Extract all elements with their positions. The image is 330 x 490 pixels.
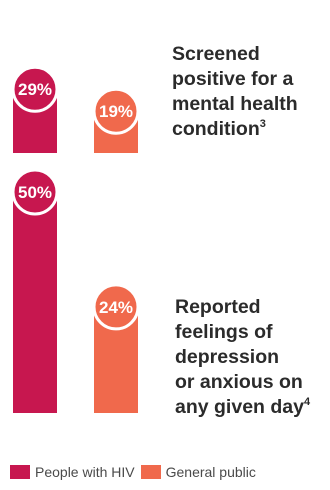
legend-label: General public xyxy=(165,464,256,480)
data-label: 50% xyxy=(18,183,52,202)
footnote-marker: 3 xyxy=(259,118,266,130)
description-line: Reported xyxy=(175,296,261,318)
description-line-text: condition xyxy=(172,118,260,140)
value-bubble xyxy=(11,65,59,113)
legend-item-people-with-hiv: People with HIV xyxy=(10,464,135,480)
data-label: 29% xyxy=(18,80,52,99)
description-line: mental health xyxy=(172,93,298,115)
data-label: 19% xyxy=(99,102,133,121)
description-line-last: condition3 xyxy=(172,117,298,142)
description-line-text: any given day xyxy=(175,396,304,418)
value-bubble xyxy=(11,168,59,216)
data-label: 24% xyxy=(99,298,133,317)
description-line: Screened xyxy=(172,43,260,65)
description-line: or anxious on xyxy=(175,371,303,393)
chart-2-description: Reported feelings of depression or anxio… xyxy=(175,295,310,420)
value-bubble xyxy=(92,283,140,331)
description-line: positive for a xyxy=(172,68,294,90)
description-line: feelings of xyxy=(175,321,273,343)
description-line-last: any given day4 xyxy=(175,395,310,420)
footnote-marker: 4 xyxy=(303,396,311,408)
legend-swatch xyxy=(140,465,161,479)
description-line: depression xyxy=(175,346,280,368)
legend-item-general-public: General public xyxy=(140,464,256,480)
value-bubble xyxy=(92,87,140,135)
legend-swatch xyxy=(10,465,30,479)
legend-label: People with HIV xyxy=(35,464,135,480)
chart-1-description: Screened positive for a mental health co… xyxy=(172,42,298,142)
legend: People with HIV General public xyxy=(10,464,262,480)
bar-people-with-hiv xyxy=(13,192,57,413)
